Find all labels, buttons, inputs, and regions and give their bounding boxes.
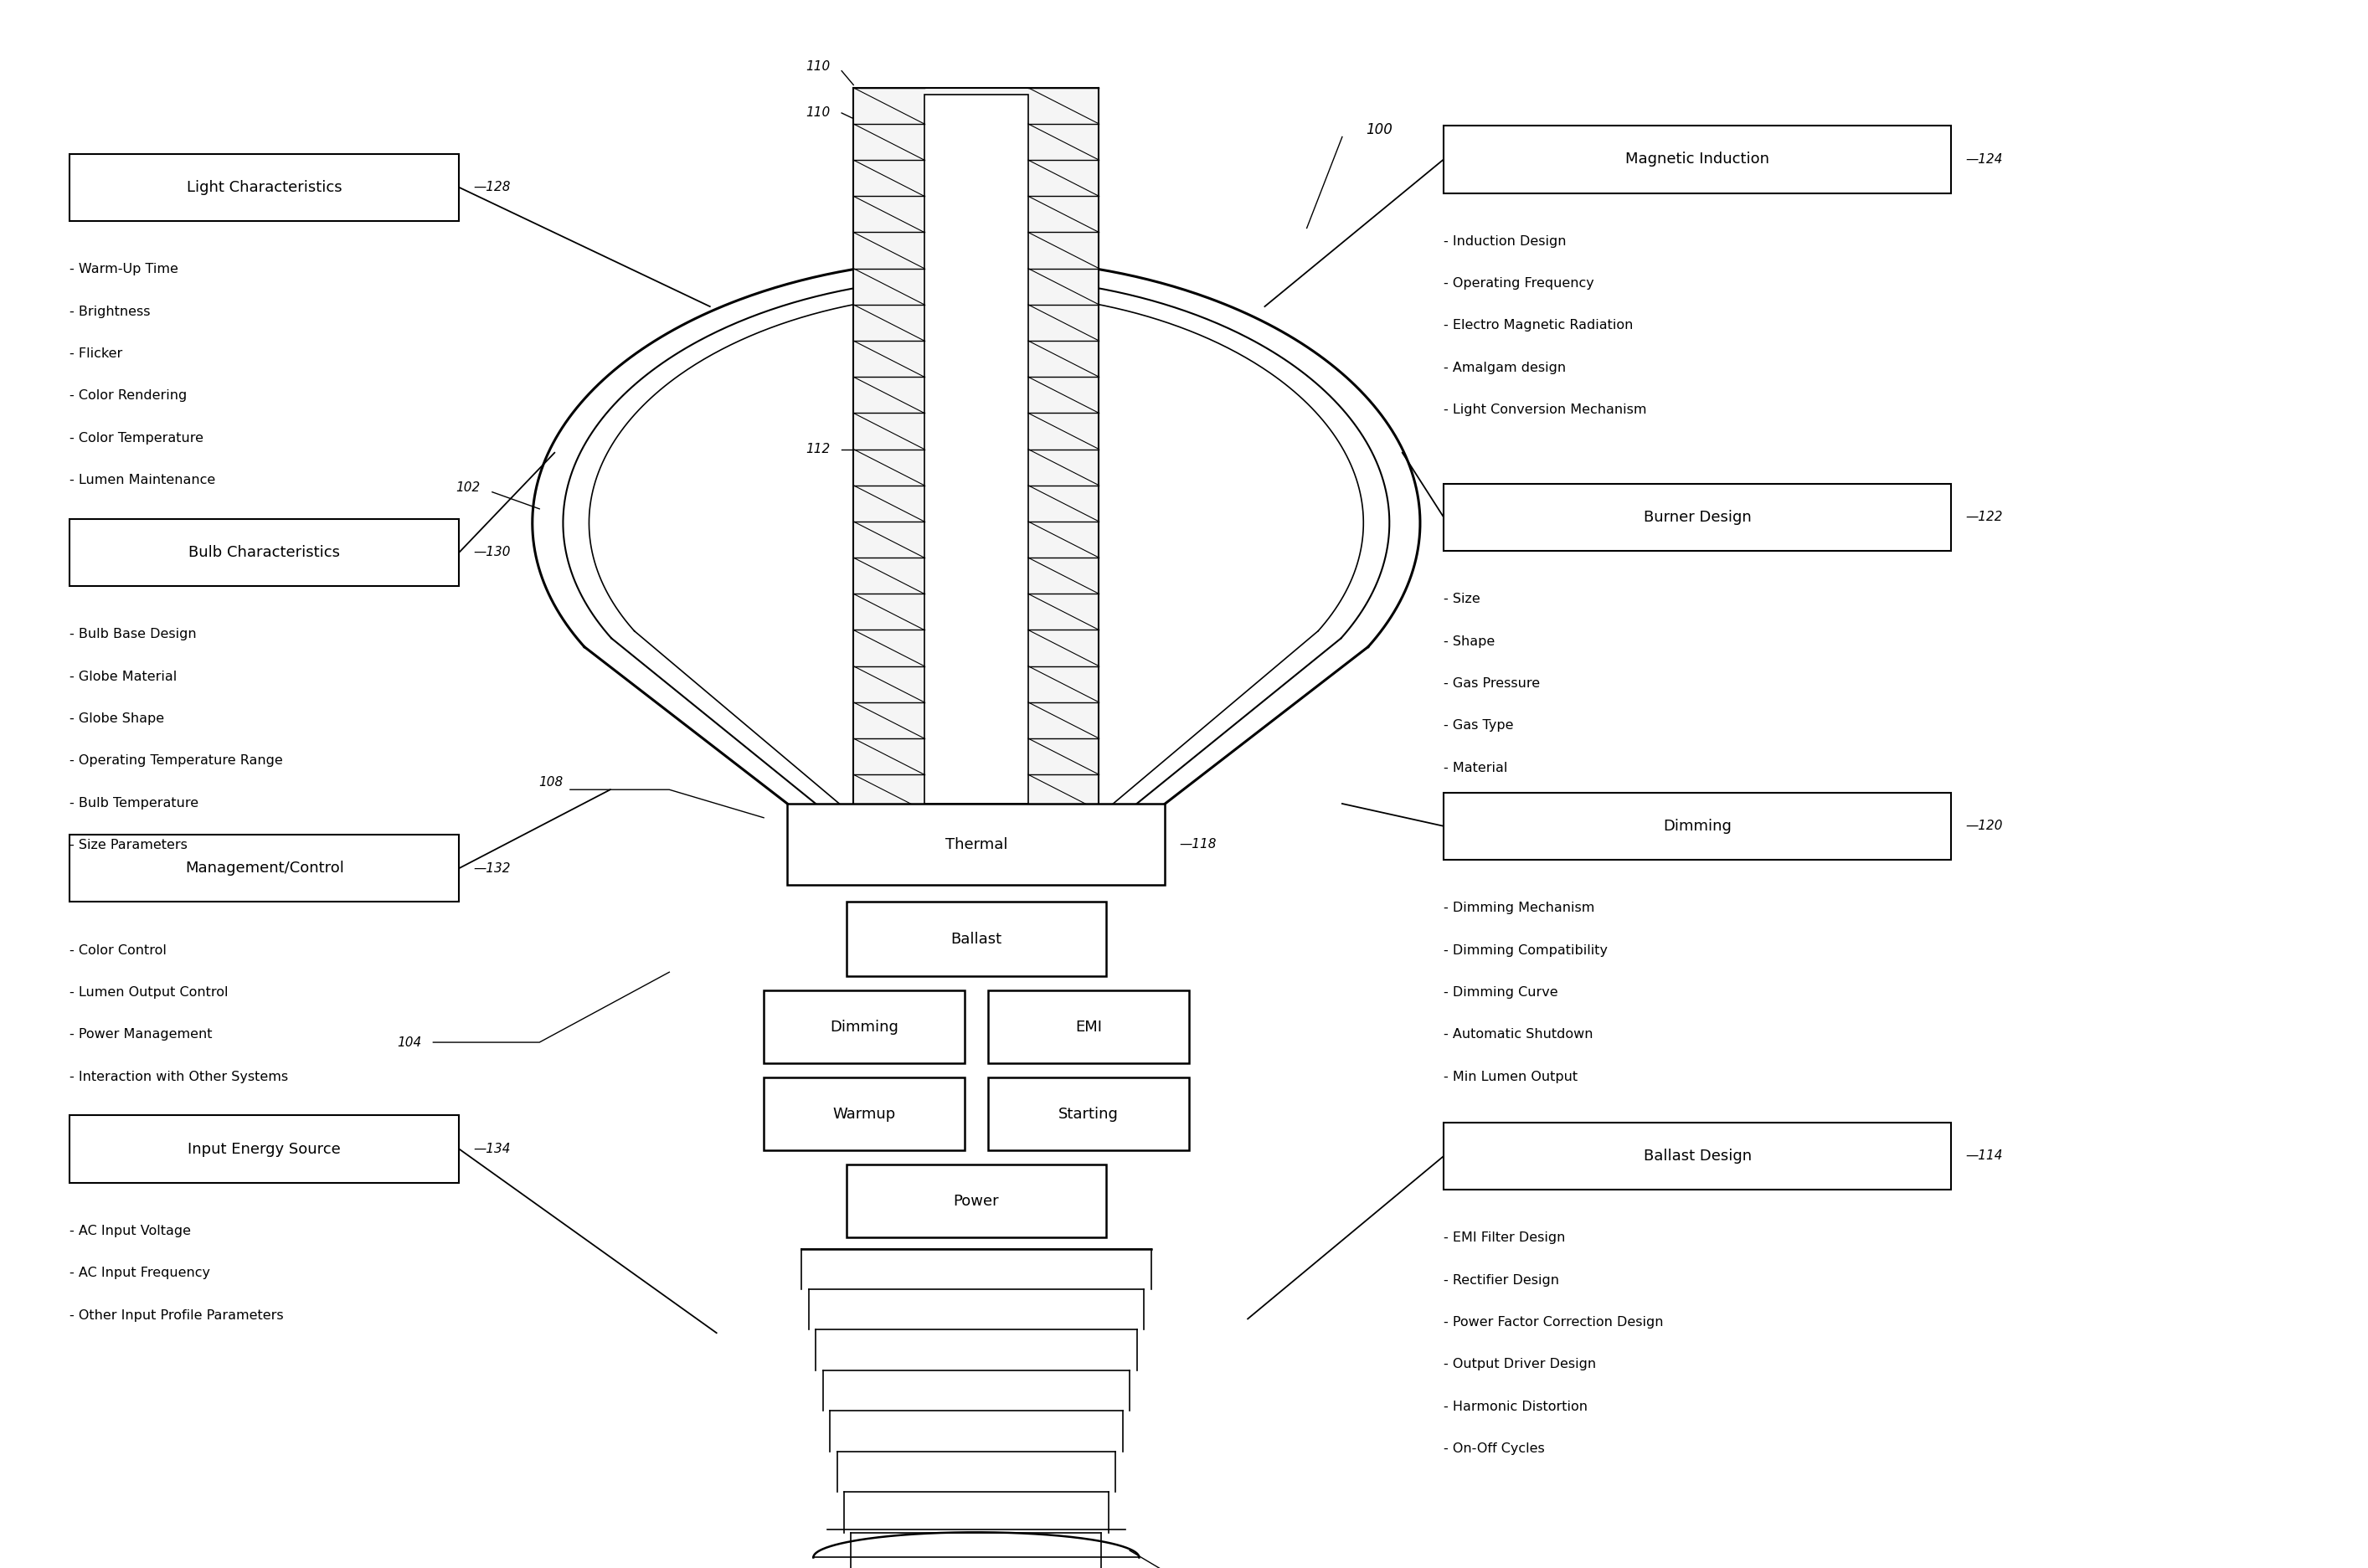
FancyBboxPatch shape [924, 94, 1028, 804]
FancyBboxPatch shape [987, 1077, 1189, 1151]
Text: - Color Control: - Color Control [69, 944, 166, 956]
Text: - Dimming Compatibility: - Dimming Compatibility [1444, 944, 1608, 956]
Text: - Operating Frequency: - Operating Frequency [1444, 278, 1594, 290]
Text: Thermal: Thermal [945, 837, 1006, 851]
Text: - On-Off Cycles: - On-Off Cycles [1444, 1443, 1544, 1455]
Text: - Harmonic Distortion: - Harmonic Distortion [1444, 1400, 1587, 1413]
Text: 102: 102 [457, 481, 481, 494]
Text: - Color Temperature: - Color Temperature [69, 431, 204, 444]
FancyBboxPatch shape [1444, 483, 1951, 550]
Text: - Amalgam design: - Amalgam design [1444, 362, 1565, 375]
Text: Dimming: Dimming [829, 1019, 897, 1035]
FancyBboxPatch shape [69, 1115, 459, 1182]
Text: Ballast Design: Ballast Design [1643, 1148, 1752, 1163]
Text: - Lumen Maintenance: - Lumen Maintenance [69, 474, 215, 486]
Text: - Power Factor Correction Design: - Power Factor Correction Design [1444, 1316, 1662, 1328]
Text: —130: —130 [474, 546, 511, 558]
Text: —122: —122 [1965, 511, 2003, 524]
Text: —132: —132 [474, 862, 511, 875]
Text: - Shape: - Shape [1444, 635, 1494, 648]
FancyBboxPatch shape [786, 804, 1165, 884]
Text: 104: 104 [398, 1036, 422, 1049]
Text: - Bulb Temperature: - Bulb Temperature [69, 797, 199, 809]
Text: Burner Design: Burner Design [1643, 510, 1752, 525]
Text: 110: 110 [805, 107, 829, 119]
FancyBboxPatch shape [69, 154, 459, 221]
Text: - Light Conversion Mechanism: - Light Conversion Mechanism [1444, 403, 1646, 416]
Text: - EMI Filter Design: - EMI Filter Design [1444, 1232, 1565, 1245]
FancyBboxPatch shape [765, 1077, 964, 1151]
FancyBboxPatch shape [69, 834, 459, 902]
Text: Ballast: Ballast [950, 931, 1002, 947]
FancyBboxPatch shape [1444, 125, 1951, 193]
Text: - Material: - Material [1444, 762, 1508, 775]
Text: - Flicker: - Flicker [69, 348, 123, 361]
FancyBboxPatch shape [69, 519, 459, 586]
Text: 100: 100 [1366, 122, 1392, 138]
Text: 112: 112 [805, 442, 829, 455]
Text: - Globe Material: - Globe Material [69, 670, 178, 682]
Text: - Power Management: - Power Management [69, 1029, 213, 1041]
Text: Light Characteristics: Light Characteristics [187, 180, 341, 194]
FancyBboxPatch shape [852, 88, 1099, 811]
Text: - Dimming Curve: - Dimming Curve [1444, 986, 1558, 999]
Text: - Brightness: - Brightness [69, 306, 152, 318]
Text: - Globe Shape: - Globe Shape [69, 712, 163, 724]
Text: Input Energy Source: Input Energy Source [187, 1142, 341, 1157]
Text: - Min Lumen Output: - Min Lumen Output [1444, 1071, 1577, 1083]
Text: - Electro Magnetic Radiation: - Electro Magnetic Radiation [1444, 320, 1634, 332]
Text: - Rectifier Design: - Rectifier Design [1444, 1273, 1558, 1286]
Text: - Automatic Shutdown: - Automatic Shutdown [1444, 1029, 1594, 1041]
Text: - Size Parameters: - Size Parameters [69, 839, 187, 851]
Text: - Gas Pressure: - Gas Pressure [1444, 677, 1539, 690]
Text: - Induction Design: - Induction Design [1444, 235, 1565, 248]
Text: Power: Power [954, 1193, 999, 1209]
Text: —134: —134 [474, 1143, 511, 1156]
Text: - AC Input Frequency: - AC Input Frequency [69, 1267, 211, 1279]
Text: Management/Control: Management/Control [185, 861, 343, 877]
Text: Starting: Starting [1058, 1107, 1118, 1121]
Text: - Other Input Profile Parameters: - Other Input Profile Parameters [69, 1309, 284, 1322]
Text: - Interaction with Other Systems: - Interaction with Other Systems [69, 1071, 289, 1083]
Text: 110: 110 [805, 61, 829, 74]
Text: —124: —124 [1965, 154, 2003, 166]
FancyBboxPatch shape [987, 991, 1189, 1063]
Text: - Color Rendering: - Color Rendering [69, 389, 187, 401]
Text: Bulb Characteristics: Bulb Characteristics [189, 544, 341, 560]
Text: - Operating Temperature Range: - Operating Temperature Range [69, 754, 282, 767]
Text: 108: 108 [538, 776, 564, 789]
Text: Dimming: Dimming [1662, 818, 1731, 834]
Text: —118: —118 [1179, 839, 1217, 851]
Text: —128: —128 [474, 182, 511, 194]
FancyBboxPatch shape [845, 1165, 1106, 1237]
Text: - AC Input Voltage: - AC Input Voltage [69, 1225, 192, 1237]
FancyBboxPatch shape [845, 902, 1106, 977]
Text: - Dimming Mechanism: - Dimming Mechanism [1444, 902, 1594, 914]
Text: Magnetic Induction: Magnetic Induction [1624, 152, 1769, 166]
Text: —114: —114 [1965, 1149, 2003, 1162]
Text: - Lumen Output Control: - Lumen Output Control [69, 986, 227, 999]
FancyBboxPatch shape [1444, 792, 1951, 859]
Text: - Output Driver Design: - Output Driver Design [1444, 1358, 1596, 1370]
Text: - Warm-Up Time: - Warm-Up Time [69, 263, 178, 276]
Text: - Bulb Base Design: - Bulb Base Design [69, 629, 197, 641]
Text: - Gas Type: - Gas Type [1444, 720, 1513, 732]
Text: - Size: - Size [1444, 593, 1480, 605]
Text: —120: —120 [1965, 820, 2003, 833]
Text: Warmup: Warmup [834, 1107, 895, 1121]
Text: EMI: EMI [1075, 1019, 1101, 1035]
FancyBboxPatch shape [765, 991, 964, 1063]
FancyBboxPatch shape [1444, 1123, 1951, 1190]
